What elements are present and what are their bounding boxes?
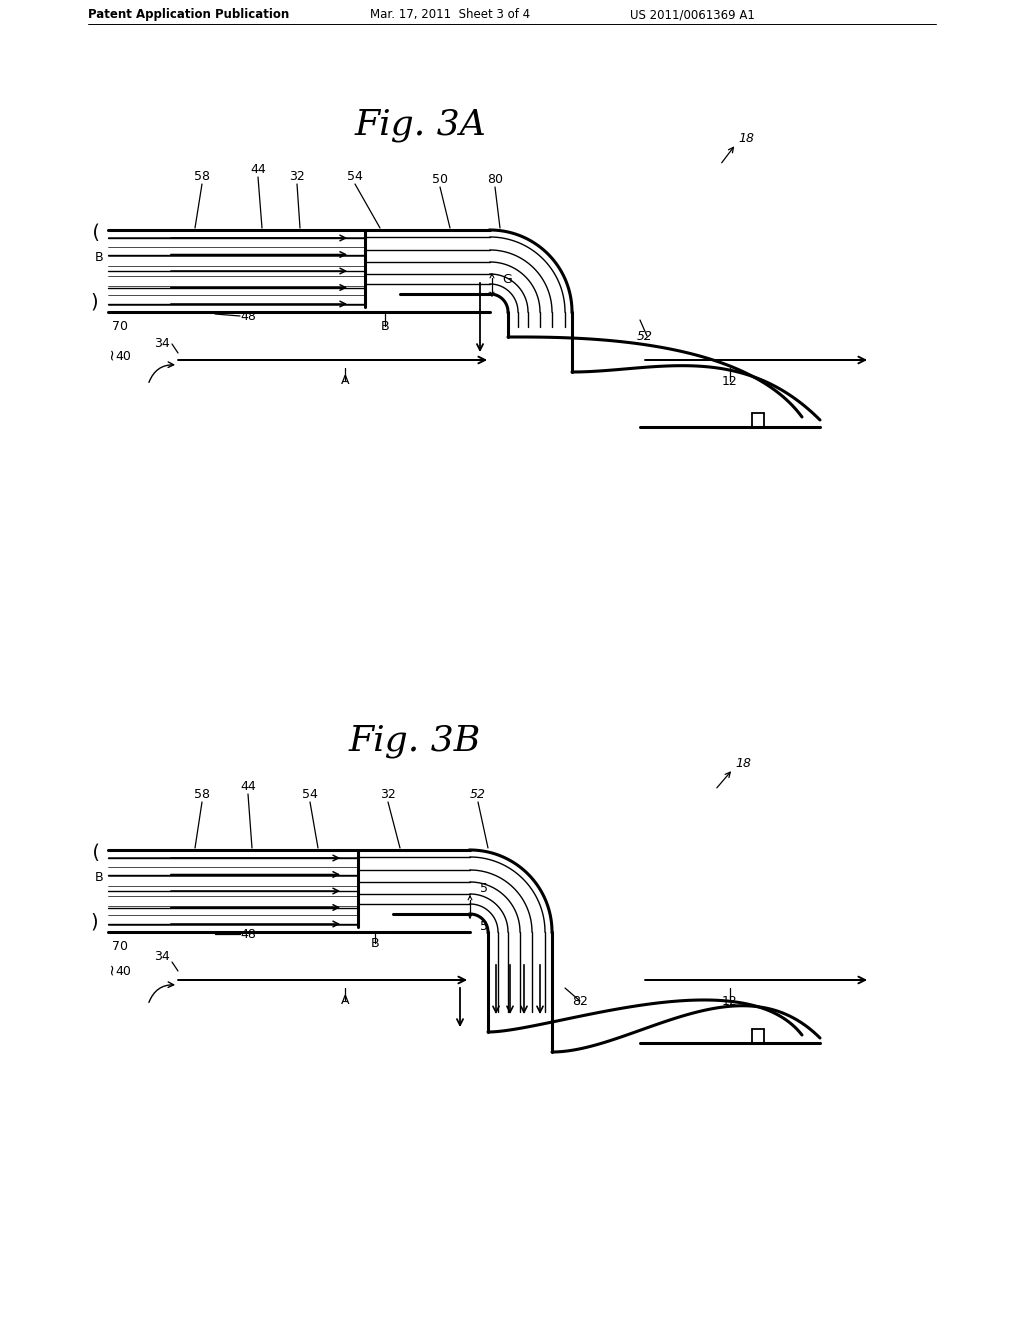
Text: ): ) <box>90 220 98 239</box>
Text: 52: 52 <box>470 788 486 801</box>
Text: 52: 52 <box>637 330 653 343</box>
Text: 5: 5 <box>480 882 488 895</box>
Text: ): ) <box>90 840 98 859</box>
Text: 54: 54 <box>347 170 362 183</box>
Text: Fig. 3A: Fig. 3A <box>354 108 486 143</box>
Text: ): ) <box>90 912 98 931</box>
Text: 50: 50 <box>432 173 449 186</box>
Text: 58: 58 <box>194 170 210 183</box>
Text: US 2011/0061369 A1: US 2011/0061369 A1 <box>630 8 755 21</box>
Text: ~: ~ <box>103 347 119 360</box>
Text: ): ) <box>90 292 98 312</box>
Text: 34: 34 <box>155 950 170 964</box>
Text: 44: 44 <box>240 780 256 793</box>
Text: 48: 48 <box>240 310 256 323</box>
Text: Fig. 3B: Fig. 3B <box>349 723 481 758</box>
Text: B: B <box>371 937 379 950</box>
Text: Mar. 17, 2011  Sheet 3 of 4: Mar. 17, 2011 Sheet 3 of 4 <box>370 8 530 21</box>
Text: B: B <box>94 251 103 264</box>
Text: 80: 80 <box>487 173 503 186</box>
Text: A: A <box>341 994 349 1007</box>
Text: 32: 32 <box>380 788 396 801</box>
Text: B: B <box>94 871 103 884</box>
Text: 48: 48 <box>240 928 256 941</box>
Text: 58: 58 <box>194 788 210 801</box>
Text: 44: 44 <box>250 162 266 176</box>
Text: 18: 18 <box>738 132 754 145</box>
Text: 12: 12 <box>722 995 738 1008</box>
Text: G: G <box>502 273 512 286</box>
Text: 54: 54 <box>302 788 317 801</box>
Text: 40: 40 <box>115 965 131 978</box>
Text: 82: 82 <box>572 995 588 1008</box>
Text: 70: 70 <box>112 319 128 333</box>
Text: 34: 34 <box>155 337 170 350</box>
Text: B: B <box>381 319 389 333</box>
Text: 32: 32 <box>289 170 305 183</box>
Text: Patent Application Publication: Patent Application Publication <box>88 8 289 21</box>
Text: A: A <box>341 374 349 387</box>
Text: 70: 70 <box>112 940 128 953</box>
Text: 18: 18 <box>735 756 751 770</box>
Text: 40: 40 <box>115 350 131 363</box>
Text: 5: 5 <box>480 920 488 933</box>
Text: ~: ~ <box>103 962 119 975</box>
Text: 12: 12 <box>722 375 738 388</box>
